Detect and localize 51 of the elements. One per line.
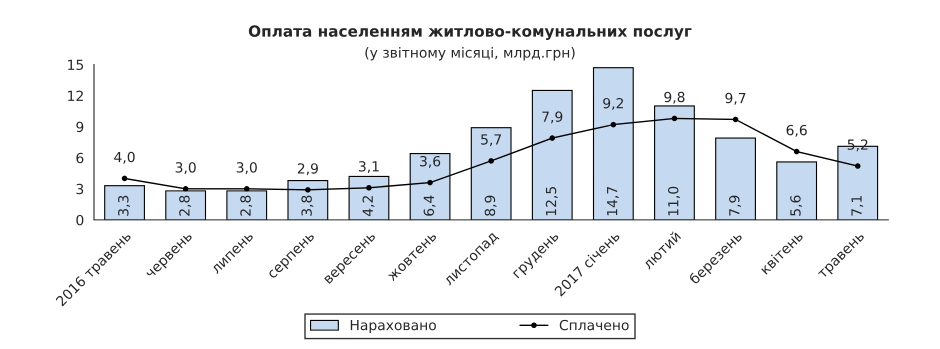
point [549, 135, 556, 141]
point [488, 158, 494, 164]
data-label: 4,2 [362, 196, 374, 216]
y-tick-label: 15 [68, 60, 84, 70]
chart-subtitle: (у звітному місяці, млрд.грн) [365, 47, 575, 60]
legend-label: Сплачено [560, 320, 629, 330]
bar [776, 161, 818, 220]
data-label: 9,8 [664, 92, 685, 104]
data-label: 6,4 [424, 195, 436, 216]
point [610, 122, 616, 128]
data-label: 2,9 [298, 163, 318, 176]
point [794, 148, 800, 154]
data-label: 7,9 [542, 111, 562, 124]
bar [715, 138, 756, 220]
data-label: 3,0 [176, 162, 196, 174]
data-label: 5,7 [481, 134, 502, 146]
data-label: 3,3 [118, 196, 130, 216]
y-tick-label: 9 [76, 122, 84, 132]
data-label: 11,0 [668, 186, 680, 216]
point [366, 184, 372, 191]
data-label: 9,2 [603, 98, 624, 110]
y-tick-label: 6 [76, 152, 84, 164]
data-label: 3,8 [301, 196, 314, 216]
y-tick-label: 12 [68, 90, 83, 101]
y-tick-label: 0 [76, 214, 84, 226]
data-label: 2,8 [179, 196, 192, 216]
data-label: 8,9 [484, 196, 497, 216]
legend-label: Нараховано [350, 320, 436, 334]
point [244, 186, 250, 192]
point [182, 186, 188, 192]
data-label: 7,1 [851, 196, 864, 216]
data-label: 3,6 [420, 156, 440, 168]
chart-title: Оплата населенням житлово-комунальних послуг [248, 25, 692, 40]
data-label: 3,0 [236, 162, 257, 174]
data-label: 2,8 [240, 196, 252, 216]
point [672, 116, 678, 122]
y-tick-label: 3 [76, 184, 84, 194]
data-label: 7,9 [729, 196, 741, 216]
data-label: 12,5 [546, 187, 558, 216]
bar [104, 185, 145, 220]
point [854, 163, 861, 169]
data-label: 9,7 [725, 92, 746, 105]
data-label: 4,0 [114, 152, 135, 164]
point [427, 180, 433, 186]
data-label: 5,6 [790, 196, 802, 216]
point [122, 176, 128, 182]
point [732, 116, 738, 122]
data-label: 3,1 [358, 161, 379, 174]
data-label: 14,7 [607, 187, 619, 216]
point [305, 187, 311, 193]
data-label: 6,6 [786, 124, 807, 137]
